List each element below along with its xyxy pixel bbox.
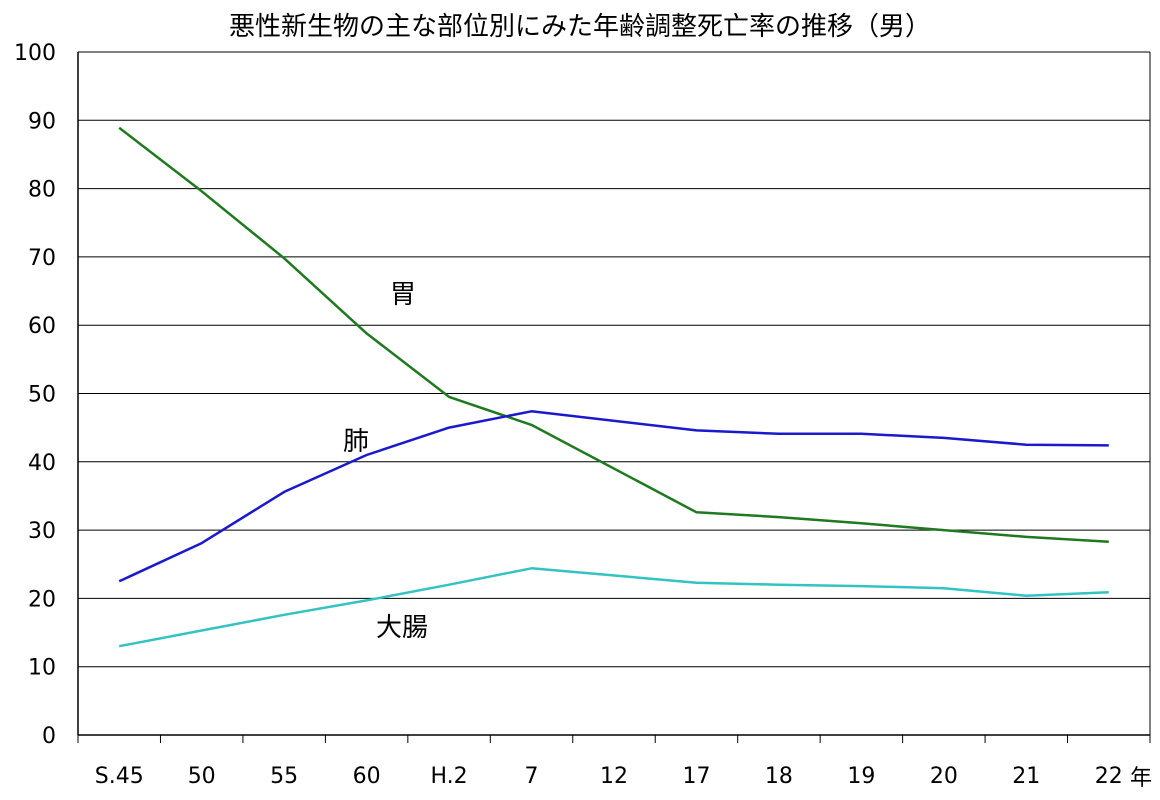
series-label-2: 大腸	[376, 613, 428, 643]
series-line-2	[118, 567, 1109, 648]
y-tick-label: 30	[28, 519, 56, 544]
y-tick-label: 50	[28, 383, 56, 408]
x-tick-label: S.45	[95, 764, 144, 789]
x-tick-label: 22	[1095, 764, 1123, 789]
x-tick-label: 50	[188, 764, 216, 789]
x-tick-label: 17	[682, 764, 710, 789]
x-tick-label: 20	[930, 764, 958, 789]
y-tick-labels: 0 10 20 30 40 50 60 70 80 90 100	[14, 41, 56, 749]
series-label-0: 胃	[390, 280, 416, 310]
x-tick-label: 55	[270, 764, 298, 789]
y-tick-label: 0	[42, 724, 56, 749]
y-tick-label: 20	[28, 587, 56, 612]
y-tick-label: 70	[28, 246, 56, 271]
x-tick-label: 7	[525, 764, 539, 789]
x-tick-label: H.2	[430, 764, 467, 789]
x-tick-label: 21	[1012, 764, 1040, 789]
x-tick-label: 18	[765, 764, 793, 789]
series-line-0	[118, 126, 1109, 543]
series-label-1: 肺	[343, 427, 369, 457]
x-tick-label: 19	[847, 764, 875, 789]
y-tick-label: 60	[28, 314, 56, 339]
y-tick-label: 100	[14, 41, 56, 66]
axes	[77, 51, 1151, 743]
y-tick-label: 10	[28, 656, 56, 681]
y-tick-label: 40	[28, 451, 56, 476]
series-line-1	[118, 410, 1109, 583]
x-tick-label: 12	[600, 764, 628, 789]
y-tick-label: 80	[28, 178, 56, 203]
chart-title: 悪性新生物の主な部位別にみた年齢調整死亡率の推移（男）	[229, 12, 931, 42]
x-tick-labels: S.45 50 55 60 H.2 7 12 17 18 19 20 21 22	[95, 764, 1123, 789]
x-axis-label: 年	[1130, 766, 1152, 791]
x-tick-label: 60	[353, 764, 381, 789]
y-tick-label: 90	[28, 109, 56, 134]
series-lines	[118, 126, 1109, 648]
